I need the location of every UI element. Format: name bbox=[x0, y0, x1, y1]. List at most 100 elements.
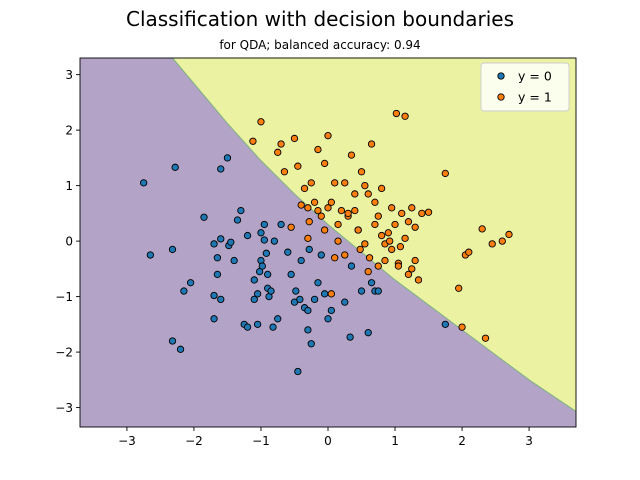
point-class-0 bbox=[284, 248, 292, 256]
point-class-1 bbox=[307, 179, 315, 187]
point-class-0 bbox=[171, 163, 179, 171]
point-class-1 bbox=[324, 132, 332, 140]
point-class-0 bbox=[210, 240, 218, 248]
point-class-0 bbox=[168, 245, 177, 254]
point-class-0 bbox=[140, 179, 148, 187]
point-class-0 bbox=[210, 315, 218, 323]
point-class-0 bbox=[269, 323, 277, 331]
point-class-1 bbox=[388, 245, 396, 254]
point-class-1 bbox=[297, 201, 305, 209]
point-class-1 bbox=[401, 112, 409, 120]
point-class-1 bbox=[351, 190, 359, 198]
point-class-1 bbox=[314, 145, 322, 154]
point-class-1 bbox=[455, 284, 463, 292]
point-class-0 bbox=[287, 270, 295, 279]
point-class-0 bbox=[267, 287, 275, 295]
point-class-0 bbox=[374, 287, 382, 295]
point-class-1 bbox=[317, 212, 325, 220]
point-class-1 bbox=[364, 267, 372, 276]
point-class-0 bbox=[307, 340, 315, 348]
point-class-0 bbox=[292, 287, 300, 295]
point-class-1 bbox=[277, 140, 285, 148]
point-class-0 bbox=[260, 220, 268, 229]
region-class-1 bbox=[172, 58, 576, 412]
point-class-1 bbox=[331, 254, 339, 262]
axes: −3 −2 −1 0 1 2 3 −3 −2 −1 0 1 2 3 bbox=[55, 57, 577, 448]
point-class-1 bbox=[384, 229, 392, 237]
point-class-0 bbox=[346, 333, 354, 341]
point-class-0 bbox=[364, 329, 372, 337]
point-class-0 bbox=[227, 238, 235, 246]
point-class-1 bbox=[498, 237, 506, 245]
point-class-1 bbox=[371, 198, 379, 206]
point-class-0 bbox=[320, 290, 329, 298]
point-class-1 bbox=[334, 237, 342, 245]
point-class-1 bbox=[320, 159, 329, 168]
point-class-1 bbox=[371, 220, 379, 229]
point-class-0 bbox=[210, 291, 218, 300]
point-class-1 bbox=[331, 179, 339, 187]
point-class-1 bbox=[365, 254, 374, 262]
point-class-1 bbox=[441, 169, 449, 178]
point-class-0 bbox=[253, 320, 262, 328]
point-class-0 bbox=[341, 298, 349, 306]
point-class-0 bbox=[367, 279, 376, 287]
point-class-0 bbox=[200, 213, 208, 221]
point-class-1 bbox=[341, 179, 349, 187]
point-class-1 bbox=[404, 218, 413, 226]
point-class-0 bbox=[243, 323, 252, 331]
point-class-1 bbox=[327, 198, 336, 206]
y-tick-label: −1 bbox=[55, 290, 73, 304]
point-class-1 bbox=[304, 234, 312, 242]
point-class-1 bbox=[310, 198, 319, 206]
point-class-0 bbox=[305, 245, 313, 254]
point-class-0 bbox=[253, 290, 262, 298]
y-tick-label: 2 bbox=[65, 124, 73, 138]
y-tick-label: −2 bbox=[55, 346, 73, 360]
x-tick-label: −1 bbox=[252, 434, 270, 448]
point-class-1 bbox=[505, 230, 513, 239]
point-class-0 bbox=[233, 216, 242, 224]
point-class-1 bbox=[488, 240, 496, 248]
point-class-0 bbox=[186, 279, 195, 287]
point-class-1 bbox=[305, 218, 313, 226]
series-1 bbox=[249, 109, 513, 342]
point-class-1 bbox=[274, 148, 282, 156]
point-class-0 bbox=[168, 337, 177, 345]
point-class-1 bbox=[314, 206, 322, 215]
point-class-0 bbox=[258, 262, 266, 270]
y-tick-label: 0 bbox=[65, 235, 73, 249]
point-class-1 bbox=[388, 204, 396, 212]
point-class-0 bbox=[230, 256, 238, 265]
point-class-1 bbox=[392, 109, 401, 118]
point-class-0 bbox=[294, 367, 302, 376]
series-0 bbox=[140, 154, 449, 376]
point-class-0 bbox=[264, 270, 272, 279]
point-class-1 bbox=[354, 226, 362, 234]
point-class-1 bbox=[300, 184, 309, 193]
point-class-0 bbox=[310, 295, 319, 304]
point-class-1 bbox=[249, 137, 257, 145]
point-class-1 bbox=[304, 204, 312, 212]
legend: y = 0 y = 1 bbox=[480, 62, 570, 112]
point-class-0 bbox=[213, 254, 222, 262]
point-class-1 bbox=[398, 209, 406, 218]
point-class-1 bbox=[337, 206, 346, 215]
x-tick-label: −2 bbox=[185, 434, 203, 448]
point-class-0 bbox=[223, 154, 232, 162]
point-class-1 bbox=[327, 290, 336, 298]
y-tick-label: 1 bbox=[65, 179, 73, 193]
point-class-0 bbox=[270, 237, 279, 245]
point-class-0 bbox=[217, 235, 225, 243]
legend-label: y = 0 bbox=[518, 69, 552, 84]
x-tick-label: 2 bbox=[458, 434, 466, 448]
point-class-0 bbox=[243, 231, 252, 240]
point-class-1 bbox=[408, 204, 416, 212]
point-class-1 bbox=[347, 151, 356, 159]
point-class-1 bbox=[396, 243, 405, 251]
point-class-1 bbox=[364, 190, 372, 198]
point-class-0 bbox=[327, 306, 336, 315]
point-class-0 bbox=[180, 287, 188, 295]
point-class-1 bbox=[404, 270, 413, 279]
